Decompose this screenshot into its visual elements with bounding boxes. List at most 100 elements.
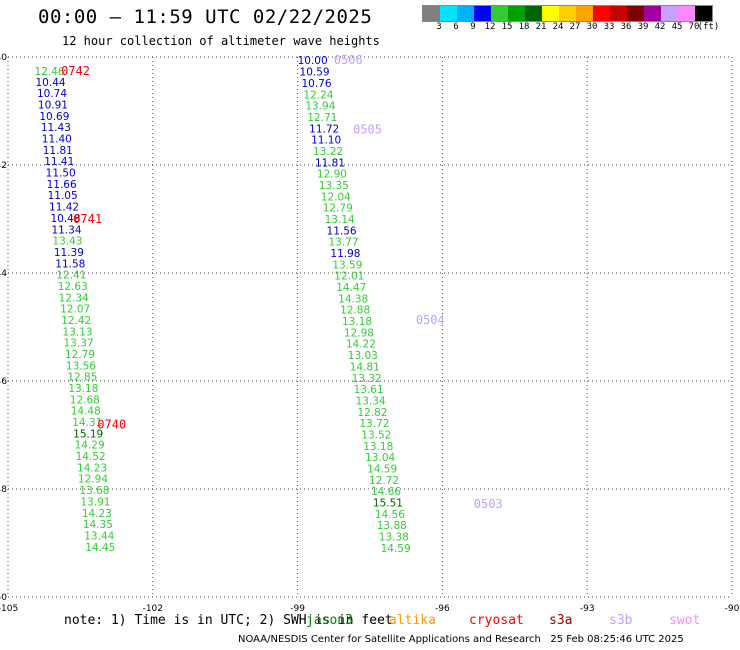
swh-value-label: 11.42	[49, 202, 79, 214]
swh-value-label: 13.14	[325, 214, 355, 226]
pass-time-label: 0740	[97, 418, 126, 432]
swh-value-label: 15.19	[73, 428, 103, 440]
swh-value-label: 14.31	[72, 417, 102, 429]
x-tick-label: -102	[143, 604, 163, 614]
swh-value-label: 13.61	[354, 384, 384, 396]
swh-value-label: 14.22	[346, 339, 376, 351]
swh-value-label: 13.94	[305, 101, 335, 113]
source-jason3: jason3	[306, 613, 353, 628]
scale-swatch	[508, 6, 525, 21]
swh-value-label: 11.34	[51, 224, 81, 236]
swh-value-label: 13.22	[313, 146, 343, 158]
pass-time-label: 0742	[61, 64, 90, 78]
scale-label: 30	[586, 22, 598, 32]
swh-value-label: 11.98	[330, 248, 360, 260]
swh-value-label: 13.34	[356, 395, 386, 407]
scale-label: 27	[569, 22, 581, 32]
y-tick-label: -44	[0, 269, 7, 279]
swh-value-label: 13.72	[359, 418, 389, 430]
swh-value-label: 11.58	[55, 258, 85, 270]
scale-label: 21	[535, 22, 547, 32]
scale-label: 70	[688, 22, 700, 32]
chart-title: 00:00 – 11:59 UTC 02/22/2025	[38, 6, 373, 28]
scale-swatch	[627, 6, 644, 21]
source-s3a: s3a	[549, 613, 573, 628]
swh-value-label: 12.01	[334, 271, 364, 283]
scale-label: 39	[637, 22, 649, 32]
scale-swatch	[423, 6, 440, 21]
scale-swatch	[593, 6, 610, 21]
scale-label: 15	[501, 22, 513, 32]
swh-value-label: 13.43	[52, 236, 82, 248]
swh-value-label: 12.34	[59, 292, 89, 304]
swh-value-label: 13.38	[379, 532, 409, 544]
swh-value-label: 12.82	[357, 407, 387, 419]
swh-value-label: 11.81	[43, 145, 73, 157]
scale-swatch	[542, 6, 559, 21]
swh-value-label: 11.66	[47, 179, 77, 191]
scale-swatch	[644, 6, 661, 21]
source-s3b: s3b	[609, 613, 633, 628]
y-tick-label: -40	[0, 53, 7, 63]
scale-label: 45	[671, 22, 683, 32]
swh-value-label: 12.94	[78, 474, 108, 486]
swh-value-label: 14.81	[350, 361, 380, 373]
swh-value-label: 13.03	[348, 350, 378, 362]
x-tick-label: -99	[290, 604, 305, 614]
swh-value-label: 14.29	[75, 440, 105, 452]
scale-swatch	[559, 6, 576, 21]
swh-value-label: 11.43	[41, 122, 71, 134]
swh-value-label: 12.04	[321, 191, 351, 203]
chart-subtitle: 12 hour collection of altimeter wave hei…	[62, 34, 380, 48]
scale-label: 3	[436, 22, 442, 32]
swh-value-label: 14.38	[338, 293, 368, 305]
scale-label: 33	[603, 22, 615, 32]
pass-time-label: 0504	[416, 313, 445, 327]
swh-value-label: 13.91	[80, 496, 110, 508]
scale-swatch	[695, 6, 712, 21]
x-tick-label: -105	[0, 604, 18, 614]
x-tick-label: -90	[725, 604, 740, 614]
swh-value-label: 14.59	[367, 463, 397, 475]
swh-value-label: 10.69	[39, 111, 69, 123]
footer-credit: NOAA/NESDIS Center for Satellite Applica…	[238, 634, 684, 645]
pass-time-label: 0506	[334, 53, 363, 67]
y-tick-label: -42	[0, 161, 7, 171]
swh-value-label: 13.44	[84, 530, 114, 542]
scale-label: 6	[453, 22, 459, 32]
swh-value-label: 12.88	[340, 305, 370, 317]
swh-value-label: 10.76	[301, 78, 331, 90]
swh-value-label: 14.23	[77, 462, 107, 474]
scale-label: 18	[518, 22, 530, 32]
swh-value-label: 13.04	[365, 452, 395, 464]
swh-value-label: 12.24	[303, 89, 333, 101]
color-scale-bar	[422, 5, 713, 22]
swh-value-label: 10.59	[300, 67, 330, 79]
scale-swatch	[457, 6, 474, 21]
swh-value-label: 13.37	[64, 338, 94, 350]
swh-value-label: 12.42	[61, 315, 91, 327]
scale-label: 36	[620, 22, 632, 32]
source-swot: swot	[669, 613, 701, 628]
swh-value-label: 10.74	[37, 88, 67, 100]
swh-value-label: 13.59	[332, 259, 362, 271]
swh-value-label: 14.23	[82, 508, 112, 520]
swh-value-label: 12.46	[35, 66, 65, 78]
units-note: note: 1) Time is in UTC; 2) SWH is in fe…	[64, 613, 393, 628]
scale-label: 24	[552, 22, 564, 32]
swh-value-label: 10.48	[50, 213, 80, 225]
scale-swatch	[610, 6, 627, 21]
x-tick-label: -93	[580, 604, 595, 614]
swh-value-label: 13.68	[79, 485, 109, 497]
swh-value-label: 14.47	[336, 282, 366, 294]
scale-swatch	[576, 6, 593, 21]
y-tick-label: -50	[0, 593, 7, 603]
swh-value-label: 13.88	[377, 520, 407, 532]
swh-value-label: 13.18	[342, 316, 372, 328]
scale-swatch	[661, 6, 678, 21]
swh-value-label: 13.77	[328, 237, 358, 249]
swh-value-label: 13.56	[66, 360, 96, 372]
pass-time-label: 0741	[73, 212, 102, 226]
swh-value-label: 12.71	[307, 112, 337, 124]
